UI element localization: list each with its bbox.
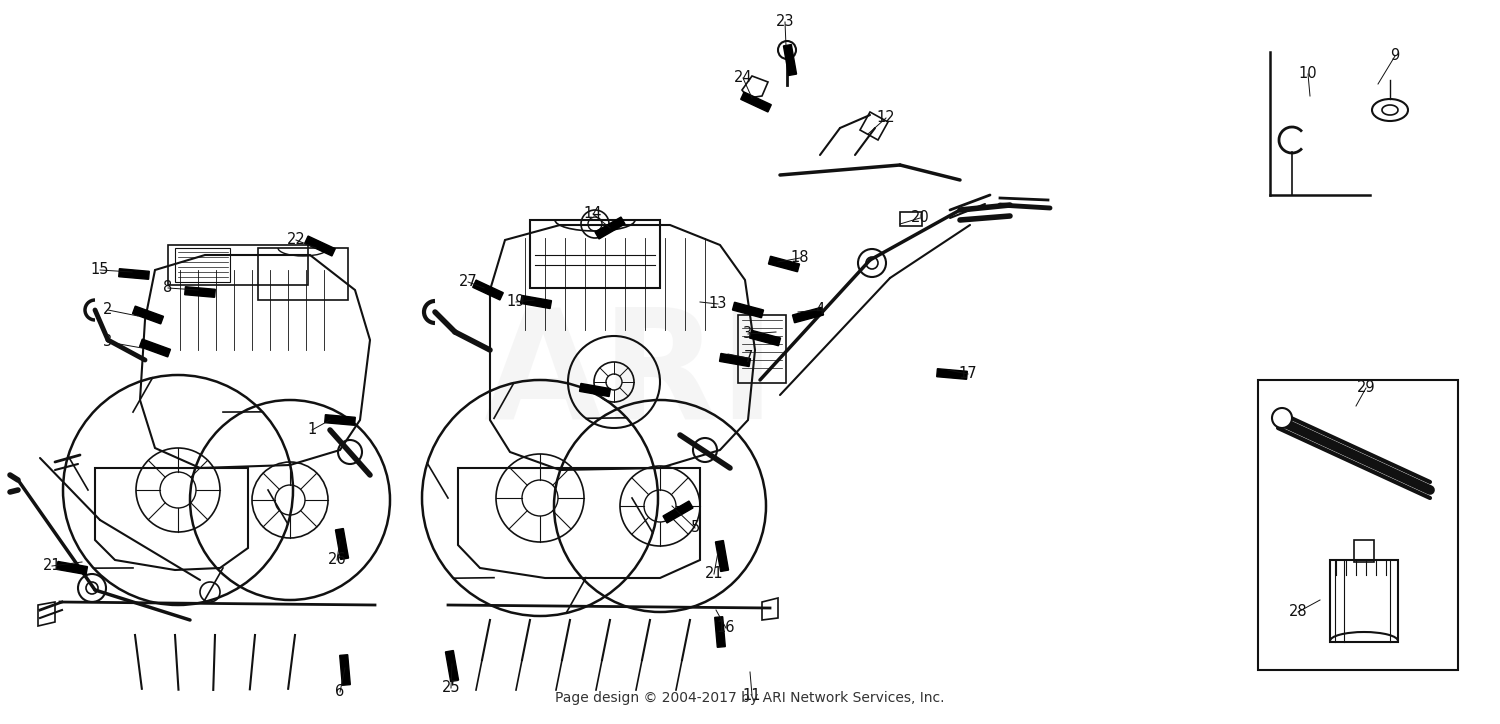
Bar [792,307,824,323]
Bar [663,501,693,523]
Text: 12: 12 [876,111,896,125]
Text: 6: 6 [336,684,345,699]
Text: 10: 10 [1299,67,1317,82]
Bar [176,248,230,282]
Bar [579,384,610,397]
Text: 11: 11 [742,688,760,702]
Text: 1: 1 [308,423,316,437]
Bar [1354,540,1374,562]
Bar [446,651,459,681]
Text: 5: 5 [690,521,699,536]
Text: 13: 13 [710,297,728,311]
Bar [1330,560,1398,642]
Text: 21: 21 [42,558,62,573]
Text: 19: 19 [507,295,525,309]
Bar [738,315,786,383]
Bar [714,617,726,647]
Text: 29: 29 [1356,381,1376,395]
Text: 7: 7 [744,350,753,366]
Text: 20: 20 [910,211,930,225]
Text: 16: 16 [717,620,735,636]
Bar [716,541,729,571]
Text: ARI: ARI [483,302,777,451]
Bar [732,302,764,318]
Bar [596,217,626,239]
Bar [1258,380,1458,670]
Text: 17: 17 [958,366,978,382]
Bar [472,280,504,300]
Text: 18: 18 [790,251,810,266]
Bar [336,529,348,560]
Bar [900,212,922,226]
Text: 26: 26 [327,552,346,568]
Text: Page design © 2004-2017 by ARI Network Services, Inc.: Page design © 2004-2017 by ARI Network S… [555,691,945,705]
Text: 9: 9 [1390,49,1400,64]
Text: 28: 28 [1288,605,1308,620]
Bar [304,236,336,256]
Bar [258,248,348,300]
Text: 23: 23 [776,14,795,30]
Bar [140,339,171,357]
Bar [168,245,308,285]
Text: 24: 24 [734,70,753,85]
Text: 25: 25 [441,681,460,696]
Bar [768,256,800,272]
Text: 22: 22 [286,232,306,248]
Text: 27: 27 [459,274,477,290]
Text: 3: 3 [744,327,753,342]
Bar [720,353,750,366]
Circle shape [1272,408,1292,428]
Text: 15: 15 [90,263,110,277]
Text: 3: 3 [104,334,112,350]
Bar [324,415,356,425]
Text: 4: 4 [816,303,825,318]
Bar [750,330,780,346]
Text: 21: 21 [705,566,723,581]
Text: 2: 2 [104,303,112,318]
Bar [741,92,771,112]
Bar [783,45,796,75]
Bar [57,561,87,575]
Bar [118,269,150,279]
Text: 8: 8 [164,280,172,295]
Bar [936,369,968,379]
Bar [520,295,552,308]
Text: 14: 14 [584,206,602,222]
Bar [530,220,660,288]
Bar [184,287,216,298]
Bar [132,306,164,324]
Bar [339,654,351,686]
